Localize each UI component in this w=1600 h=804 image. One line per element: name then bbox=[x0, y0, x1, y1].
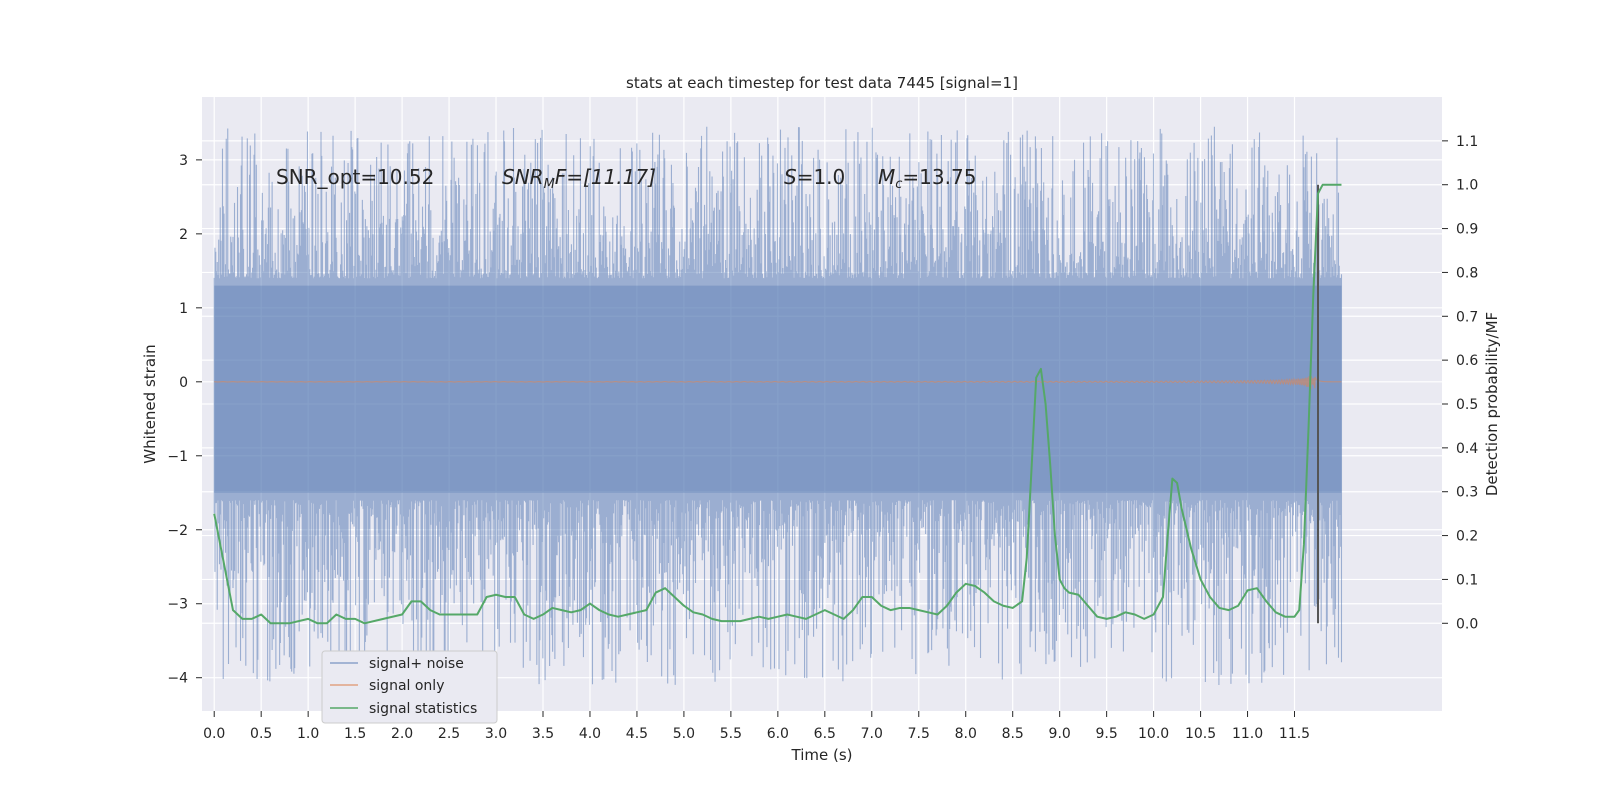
x-axis-label: Time (s) bbox=[791, 746, 853, 764]
signal-statistics-trace bbox=[213, 183, 1342, 625]
x-tick-label: 4.5 bbox=[626, 726, 648, 742]
y-right-tick-label: 0.6 bbox=[1456, 353, 1478, 369]
y-right-tick-label: 0.1 bbox=[1456, 572, 1478, 588]
x-tick-label: 0.0 bbox=[203, 726, 225, 742]
chart-title: stats at each timestep for test data 744… bbox=[626, 74, 1018, 92]
x-tick-label: 1.0 bbox=[297, 726, 319, 742]
x-tick-label: 8.5 bbox=[1002, 726, 1024, 742]
x-tick-label: 3.0 bbox=[485, 726, 507, 742]
y-left-axis-ticks: −4 −3 −2 −1 0 1 2 3 bbox=[167, 153, 202, 687]
x-tick-label: 11.5 bbox=[1279, 726, 1310, 742]
x-tick-label: 9.5 bbox=[1096, 726, 1118, 742]
x-axis-ticks: 0.0 0.5 1.0 1.5 2.0 2.5 3.0 3.5 4.0 4.5 5.0 5.5 6.0 6… bbox=[203, 711, 1310, 742]
x-tick-label: 2.5 bbox=[438, 726, 460, 742]
legend-label-statistics: signal statistics bbox=[369, 701, 477, 717]
legend-box bbox=[321, 650, 498, 724]
y-right-tick-label: 0.3 bbox=[1456, 485, 1478, 501]
y-right-tick-label: 0.0 bbox=[1456, 616, 1478, 632]
y-right-tick-label: 0.9 bbox=[1456, 222, 1478, 238]
y-left-tick-label: −4 bbox=[167, 671, 188, 687]
y-left-tick-label: 0 bbox=[179, 375, 188, 391]
y-left-tick-label: −1 bbox=[167, 449, 188, 465]
y-right-axis-label: Detection probability/MF bbox=[1483, 312, 1501, 496]
signal-only-trace bbox=[214, 376, 1342, 390]
annotation-mc: Mc=13.75 bbox=[878, 165, 976, 192]
x-tick-label: 0.5 bbox=[250, 726, 272, 742]
x-tick-label: 6.0 bbox=[767, 726, 789, 742]
x-tick-label: 5.0 bbox=[673, 726, 695, 742]
annotation-s: S=1.0 bbox=[784, 165, 845, 189]
signal-only-series bbox=[214, 376, 1342, 390]
legend: signal+ noise signal only signal statist… bbox=[321, 650, 498, 724]
y-right-tick-label: 0.2 bbox=[1456, 529, 1478, 545]
legend-label-noise: signal+ noise bbox=[369, 656, 464, 672]
y-right-tick-label: 0.7 bbox=[1456, 309, 1478, 325]
x-tick-label: 7.5 bbox=[908, 726, 930, 742]
x-tick-label: 10.5 bbox=[1185, 726, 1216, 742]
y-right-axis-ticks: 0.0 0.1 0.2 0.3 0.4 0.5 0.6 0.7 0.8 0.9 1.0 1.1 bbox=[1442, 134, 1478, 632]
x-tick-label: 2.0 bbox=[391, 726, 413, 742]
y-left-tick-label: 1 bbox=[179, 301, 188, 317]
signal-statistics-series bbox=[213, 183, 1342, 625]
legend-label-signal: signal only bbox=[369, 678, 444, 694]
annotation-snr-mf: SNRMF=[11.17] bbox=[502, 165, 656, 192]
y-right-tick-label: 0.4 bbox=[1456, 441, 1478, 457]
x-tick-label: 10.0 bbox=[1138, 726, 1169, 742]
y-left-tick-label: −3 bbox=[167, 597, 188, 613]
y-left-axis-label: Whitened strain bbox=[141, 344, 159, 463]
x-tick-label: 6.5 bbox=[814, 726, 836, 742]
y-left-tick-label: 3 bbox=[179, 153, 188, 169]
y-right-tick-label: 1.1 bbox=[1456, 134, 1478, 150]
x-tick-label: 11.0 bbox=[1232, 726, 1263, 742]
y-left-tick-label: 2 bbox=[179, 227, 188, 243]
x-tick-label: 4.0 bbox=[579, 726, 601, 742]
signal-noise-core bbox=[214, 285, 1342, 493]
x-tick-label: 5.5 bbox=[720, 726, 742, 742]
y-right-tick-label: 0.5 bbox=[1456, 397, 1478, 413]
signal-noise-series bbox=[213, 126, 1343, 685]
x-tick-label: 1.5 bbox=[344, 726, 366, 742]
y-left-tick-label: −2 bbox=[167, 523, 188, 539]
x-tick-label: 9.0 bbox=[1049, 726, 1071, 742]
y-right-tick-label: 0.8 bbox=[1456, 265, 1478, 281]
x-tick-label: 7.0 bbox=[861, 726, 883, 742]
x-tick-label: 3.5 bbox=[532, 726, 554, 742]
annotation-snr-opt: SNR_opt=10.52 bbox=[276, 165, 434, 189]
x-tick-label: 8.0 bbox=[955, 726, 977, 742]
y-right-tick-label: 1.0 bbox=[1456, 178, 1478, 194]
signal-noise-trace bbox=[213, 126, 1343, 685]
